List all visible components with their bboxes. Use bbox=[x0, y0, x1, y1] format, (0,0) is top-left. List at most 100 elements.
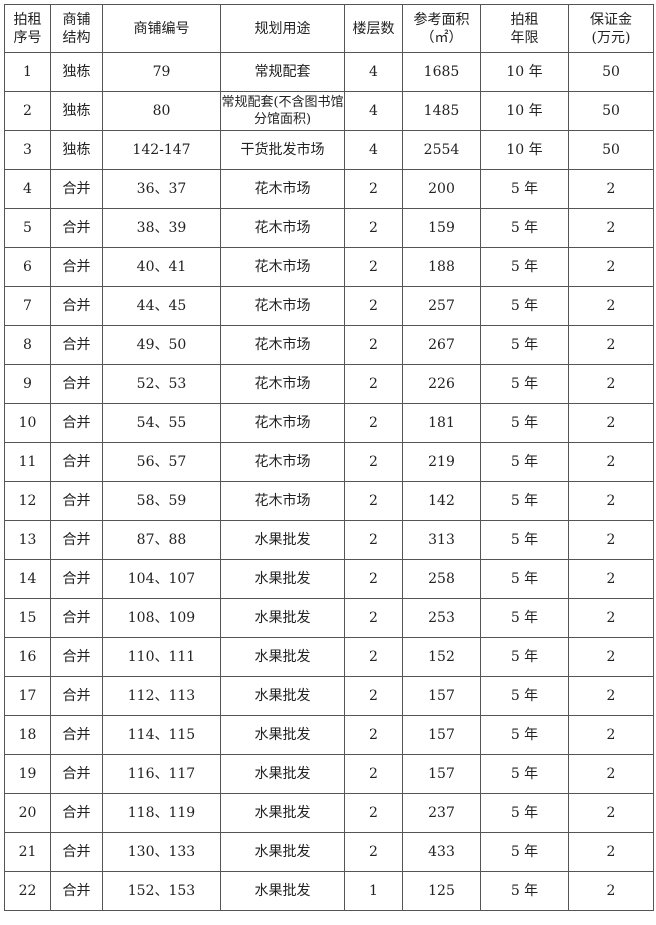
cell-lease-term: 5 年 bbox=[480, 403, 569, 443]
cell-shop-structure: 独栋 bbox=[50, 130, 103, 170]
cell-shop-structure: 合并 bbox=[50, 676, 103, 716]
cell-planned-use: 水果批发 bbox=[220, 871, 345, 911]
cell-reference-area: 142 bbox=[402, 481, 481, 521]
cell-shop-number: 112、113 bbox=[102, 676, 221, 716]
cell-floors: 2 bbox=[344, 832, 403, 872]
cell-shop-number: 116、117 bbox=[102, 754, 221, 794]
header-floors: 楼层数 bbox=[344, 4, 403, 53]
cell-planned-use: 花木市场 bbox=[220, 169, 345, 209]
cell-reference-area: 1485 bbox=[402, 91, 481, 131]
cell-floors: 2 bbox=[344, 442, 403, 482]
cell-shop-structure: 合并 bbox=[50, 247, 103, 287]
header-lease-term: 拍租 年限 bbox=[480, 4, 569, 53]
cell-lot-number: 13 bbox=[4, 520, 51, 560]
cell-lease-term: 10 年 bbox=[480, 130, 569, 170]
cell-reference-area: 257 bbox=[402, 286, 481, 326]
cell-reference-area: 226 bbox=[402, 364, 481, 404]
cell-shop-number: 36、37 bbox=[102, 169, 221, 209]
table-row: 1 独栋 79 常规配套 4 1685 10 年 50 bbox=[4, 52, 654, 92]
cell-reference-area: 237 bbox=[402, 793, 481, 833]
cell-lease-term: 5 年 bbox=[480, 598, 569, 638]
cell-shop-structure: 合并 bbox=[50, 208, 103, 248]
cell-reference-area: 200 bbox=[402, 169, 481, 209]
cell-reference-area: 2554 bbox=[402, 130, 481, 170]
cell-deposit: 2 bbox=[568, 481, 654, 521]
cell-lease-term: 5 年 bbox=[480, 364, 569, 404]
cell-reference-area: 253 bbox=[402, 598, 481, 638]
cell-floors: 2 bbox=[344, 754, 403, 794]
cell-planned-use: 干货批发市场 bbox=[220, 130, 345, 170]
cell-lot-number: 14 bbox=[4, 559, 51, 599]
cell-lot-number: 1 bbox=[4, 52, 51, 92]
cell-lot-number: 12 bbox=[4, 481, 51, 521]
cell-reference-area: 219 bbox=[402, 442, 481, 482]
cell-floors: 1 bbox=[344, 871, 403, 911]
cell-shop-number: 54、55 bbox=[102, 403, 221, 443]
table-row: 3 独栋 142-147 干货批发市场 4 2554 10 年 50 bbox=[4, 130, 654, 170]
cell-deposit: 2 bbox=[568, 247, 654, 287]
cell-floors: 2 bbox=[344, 247, 403, 287]
header-lot-number: 拍租 序号 bbox=[4, 4, 51, 53]
cell-deposit: 2 bbox=[568, 403, 654, 443]
cell-deposit: 50 bbox=[568, 52, 654, 92]
cell-planned-use: 水果批发 bbox=[220, 793, 345, 833]
cell-reference-area: 159 bbox=[402, 208, 481, 248]
cell-shop-structure: 独栋 bbox=[50, 52, 103, 92]
cell-lot-number: 19 bbox=[4, 754, 51, 794]
cell-shop-structure: 合并 bbox=[50, 481, 103, 521]
cell-shop-number: 44、45 bbox=[102, 286, 221, 326]
header-reference-area: 参考面积 （㎡） bbox=[402, 4, 481, 53]
cell-shop-number: 40、41 bbox=[102, 247, 221, 287]
cell-reference-area: 181 bbox=[402, 403, 481, 443]
cell-floors: 2 bbox=[344, 520, 403, 560]
cell-deposit: 2 bbox=[568, 715, 654, 755]
cell-lease-term: 5 年 bbox=[480, 637, 569, 677]
cell-planned-use: 水果批发 bbox=[220, 598, 345, 638]
cell-shop-number: 130、133 bbox=[102, 832, 221, 872]
cell-lease-term: 5 年 bbox=[480, 286, 569, 326]
cell-deposit: 2 bbox=[568, 637, 654, 677]
cell-reference-area: 157 bbox=[402, 715, 481, 755]
cell-reference-area: 157 bbox=[402, 754, 481, 794]
header-planned-use: 规划用途 bbox=[220, 4, 345, 53]
cell-planned-use: 水果批发 bbox=[220, 637, 345, 677]
cell-planned-use: 花木市场 bbox=[220, 364, 345, 404]
cell-shop-number: 56、57 bbox=[102, 442, 221, 482]
cell-reference-area: 188 bbox=[402, 247, 481, 287]
cell-shop-structure: 合并 bbox=[50, 793, 103, 833]
header-shop-number: 商铺编号 bbox=[102, 4, 221, 53]
cell-deposit: 2 bbox=[568, 520, 654, 560]
cell-shop-structure: 合并 bbox=[50, 364, 103, 404]
cell-shop-number: 38、39 bbox=[102, 208, 221, 248]
cell-floors: 2 bbox=[344, 169, 403, 209]
cell-shop-number: 118、119 bbox=[102, 793, 221, 833]
header-deposit: 保证金 (万元) bbox=[568, 4, 654, 53]
cell-shop-structure: 合并 bbox=[50, 520, 103, 560]
cell-planned-use: 水果批发 bbox=[220, 676, 345, 716]
cell-lease-term: 5 年 bbox=[480, 676, 569, 716]
cell-lease-term: 5 年 bbox=[480, 442, 569, 482]
cell-shop-number: 79 bbox=[102, 52, 221, 92]
cell-floors: 4 bbox=[344, 91, 403, 131]
cell-floors: 2 bbox=[344, 481, 403, 521]
cell-shop-structure: 合并 bbox=[50, 598, 103, 638]
cell-shop-structure: 独栋 bbox=[50, 91, 103, 131]
cell-reference-area: 267 bbox=[402, 325, 481, 365]
cell-lease-term: 5 年 bbox=[480, 793, 569, 833]
cell-reference-area: 152 bbox=[402, 637, 481, 677]
cell-reference-area: 125 bbox=[402, 871, 481, 911]
cell-deposit: 2 bbox=[568, 364, 654, 404]
cell-floors: 2 bbox=[344, 403, 403, 443]
table-row: 2 独栋 80 常规配套(不含图书馆分馆面积) 4 1485 10 年 50 bbox=[4, 91, 654, 131]
cell-planned-use: 花木市场 bbox=[220, 403, 345, 443]
